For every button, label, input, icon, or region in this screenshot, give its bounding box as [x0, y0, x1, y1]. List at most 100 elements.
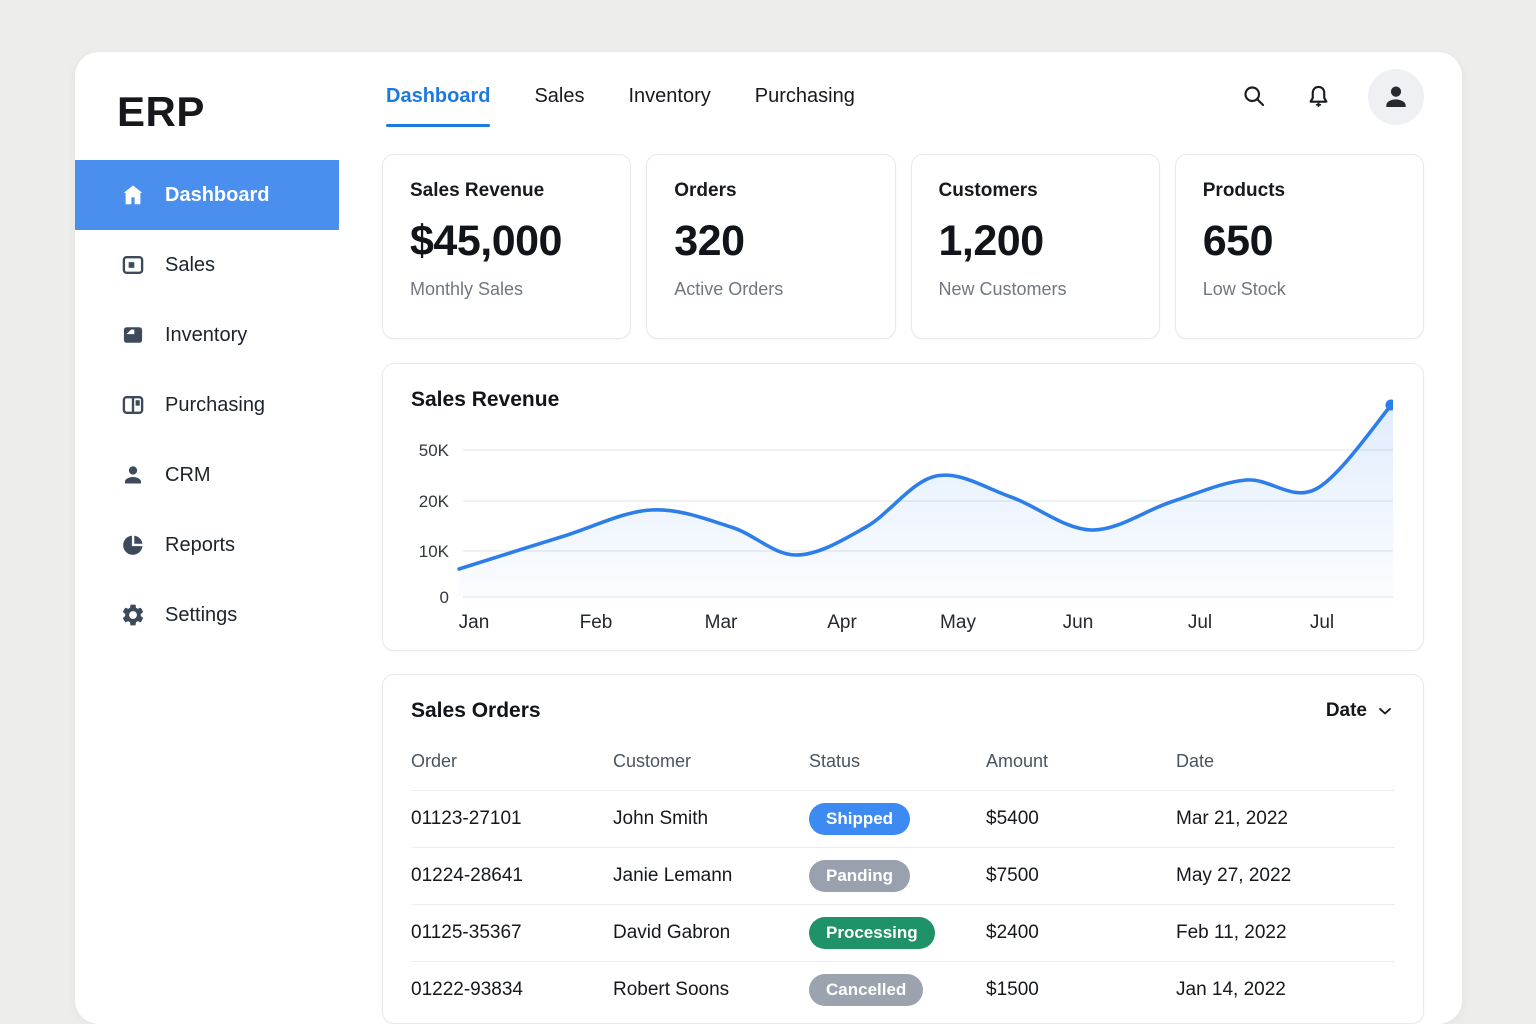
chevron-down-icon [1379, 708, 1391, 715]
stat-subtitle: Monthly Sales [410, 279, 524, 299]
sidebar-item-label: Dashboard [165, 183, 270, 206]
stat-card-products: Products 650 Low Stock [1174, 154, 1424, 339]
amount: $5400 [986, 808, 1039, 829]
customer-name: John Smith [613, 808, 709, 829]
status-badge: Cancelled [809, 974, 924, 1006]
stat-cards: Sales Revenue $45,000 Monthly Sales Orde… [382, 154, 1424, 339]
amount: $7500 [986, 865, 1039, 886]
dashboard-content: Sales Revenue $45,000 Monthly Sales Orde… [339, 141, 1462, 1024]
table-row[interactable]: 01224-28641 Janie Lemann Panding $7500 M… [411, 847, 1395, 904]
sidebar-item-dashboard[interactable]: Dashboard [75, 160, 339, 230]
date-sort-label: Date [1325, 700, 1367, 721]
svg-text:May: May [940, 612, 976, 633]
sidebar-item-label: Settings [165, 603, 238, 626]
inventory-icon [120, 322, 146, 348]
stat-subtitle: Low Stock [1202, 279, 1286, 299]
sidebar-item-inventory[interactable]: Inventory [75, 300, 339, 370]
customer-name: David Gabron [613, 922, 731, 943]
table-row[interactable]: 01123-27101 John Smith Shipped $5400 Mar… [411, 790, 1395, 847]
stat-card-customers: Customers 1,200 New Customers [910, 154, 1160, 339]
sidebar-item-reports[interactable]: Reports [75, 510, 339, 580]
svg-text:Jan: Jan [459, 612, 490, 633]
svg-text:20K: 20K [419, 492, 450, 511]
stat-card-orders: Orders 320 Active Orders [646, 154, 896, 339]
stat-value: 1,200 [938, 217, 1045, 265]
order-date: Mar 21, 2022 [1176, 808, 1288, 829]
svg-text:10K: 10K [419, 542, 450, 561]
tab-sales[interactable]: Sales [534, 85, 585, 107]
stat-title: Products [1202, 180, 1286, 201]
order-date: Feb 11, 2022 [1176, 922, 1287, 943]
order-id: 01125-35367 [411, 922, 522, 943]
svg-text:50K: 50K [419, 441, 450, 460]
tab-purchasing[interactable]: Purchasing [754, 85, 855, 107]
sidebar-item-crm[interactable]: CRM [75, 440, 339, 510]
status-badge: Shipped [809, 803, 911, 835]
stat-title: Sales Revenue [410, 180, 545, 201]
table-title: Sales Orders [411, 699, 541, 722]
col-status: Status [809, 751, 861, 771]
status-badge: Panding [809, 860, 911, 892]
order-date: Jan 14, 2022 [1176, 979, 1286, 1000]
sidebar-item-label: CRM [165, 463, 211, 486]
sidebar-item-label: Purchasing [165, 393, 266, 416]
svg-text:Jul: Jul [1310, 612, 1334, 633]
bell-icon[interactable] [1304, 83, 1332, 111]
date-sort-dropdown[interactable]: Date [1326, 700, 1395, 722]
pie-chart-icon [120, 532, 146, 558]
sidebar-item-settings[interactable]: Settings [75, 580, 339, 650]
gear-icon [120, 602, 146, 628]
sales-icon [120, 252, 146, 278]
search-icon[interactable] [1240, 83, 1268, 111]
status-badge: Processing [809, 917, 935, 949]
top-tabs: Dashboard Sales Inventory Purchasing [386, 85, 855, 127]
order-date: May 27, 2022 [1176, 865, 1292, 886]
customer-name: Janie Lemann [613, 865, 733, 886]
order-id: 01222-93834 [411, 979, 523, 1000]
svg-text:Apr: Apr [827, 612, 857, 633]
table-column-headers: Order Customer Status Amount Date [411, 723, 1395, 790]
sidebar: ERP Dashboard Sales Inventory Purchasing [75, 52, 339, 1024]
tab-inventory[interactable]: Inventory [628, 85, 711, 107]
col-order: Order [411, 751, 458, 771]
stat-subtitle: Active Orders [674, 279, 784, 299]
stat-card-sales-revenue: Sales Revenue $45,000 Monthly Sales [382, 154, 632, 339]
svg-text:Jul: Jul [1188, 612, 1212, 633]
stat-value: 320 [674, 217, 745, 265]
stat-title: Customers [938, 180, 1038, 201]
table-row[interactable]: 01125-35367 David Gabron Processing $240… [411, 904, 1395, 961]
stat-value: $45,000 [410, 217, 562, 265]
sidebar-item-purchasing[interactable]: Purchasing [75, 370, 339, 440]
customer-name: Robert Soons [613, 979, 730, 1000]
svg-text:Jun: Jun [1063, 612, 1094, 633]
app-window: ERP Dashboard Sales Inventory Purchasing [75, 52, 1462, 1024]
sidebar-item-label: Inventory [165, 323, 248, 346]
sidebar-item-label: Sales [165, 253, 216, 276]
col-customer: Customer [613, 751, 692, 771]
sales-revenue-line-chart: 50K 20K 10K 0 Jan Feb Mar Apr May Jun Jul Jul [419, 399, 1393, 633]
tab-dashboard[interactable]: Dashboard [386, 85, 491, 127]
sidebar-item-label: Reports [165, 533, 236, 556]
sales-revenue-chart-panel: Sales Revenue 50K 20K 10K 0 Jan Feb Mar Apr May J… [382, 363, 1424, 651]
home-icon [120, 182, 146, 208]
sales-orders-panel: Sales Orders Date Order Customer Status … [382, 674, 1424, 1024]
sidebar-item-sales[interactable]: Sales [75, 230, 339, 300]
top-navigation: Dashboard Sales Inventory Purchasing [339, 52, 1462, 141]
app-logo: ERP [117, 88, 205, 135]
stat-title: Orders [674, 180, 737, 201]
person-icon [120, 462, 146, 488]
col-date: Date [1176, 751, 1215, 771]
amount: $1500 [986, 979, 1039, 1000]
table-row[interactable]: 01222-93834 Robert Soons Cancelled $1500… [411, 961, 1395, 1018]
col-amount: Amount [986, 751, 1049, 771]
avatar[interactable] [1368, 68, 1424, 125]
amount: $2400 [986, 922, 1039, 943]
stat-value: 650 [1202, 217, 1274, 265]
svg-text:0: 0 [440, 588, 449, 607]
svg-text:Feb: Feb [580, 612, 613, 633]
order-id: 01224-28641 [411, 865, 523, 886]
svg-text:Mar: Mar [705, 612, 738, 633]
purchasing-icon [120, 392, 146, 418]
stat-subtitle: New Customers [938, 279, 1067, 299]
order-id: 01123-27101 [411, 808, 522, 829]
